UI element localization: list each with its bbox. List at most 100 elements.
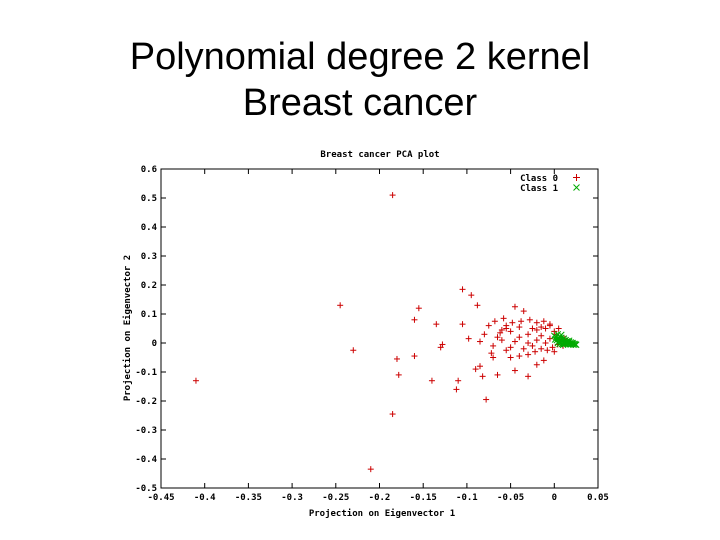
class-0-point [490, 342, 497, 349]
class-0-point [509, 319, 516, 326]
x-tick-label: -0.3 [281, 493, 303, 503]
legend: Class 0 Class 1 [520, 174, 580, 194]
class-0-point [516, 324, 523, 331]
class-0-point [428, 377, 435, 384]
x-tick-label: 0.05 [587, 493, 609, 503]
class-0-point [546, 321, 553, 328]
class-0-point [533, 326, 540, 333]
class-0-point [507, 328, 514, 335]
class-0-point [511, 303, 518, 310]
y-tick-label: -0.4 [135, 455, 157, 465]
class-0-point [538, 332, 545, 339]
class-0-point [503, 325, 510, 332]
class-1-point [557, 331, 565, 339]
class-1-point [554, 339, 562, 347]
class-0-point [389, 411, 396, 418]
slide-title: Polynomial degree 2 kernel Breast cancer [0, 34, 720, 126]
y-tick-label: 0.2 [141, 281, 157, 291]
legend-label-class-0: Class 0 [520, 174, 558, 184]
y-tick-label: -0.5 [135, 484, 157, 494]
class-0-point [529, 325, 536, 332]
legend-label-class-1: Class 1 [520, 184, 558, 194]
class-0-point [520, 308, 527, 315]
class-0-point [479, 373, 486, 380]
x-tick-label: -0.1 [456, 493, 478, 503]
y-axis-label: Projection on Eigenvector 2 [122, 255, 133, 401]
class-0-point [389, 192, 396, 199]
class-0-point [540, 318, 547, 325]
class-0-point [549, 344, 556, 351]
x-tick-label: -0.45 [147, 493, 174, 503]
x-tick-label: -0.35 [235, 493, 262, 503]
class-0-point [494, 334, 501, 341]
class-0-point [533, 319, 540, 326]
class-0-point [507, 354, 514, 361]
class-0-point [477, 338, 484, 345]
class-0-point [520, 345, 527, 352]
class-1-point [559, 341, 567, 349]
class-0-point [538, 345, 545, 352]
class-0-point [485, 322, 492, 329]
y-tick-label: -0.3 [135, 426, 157, 436]
class-0-point [544, 347, 551, 354]
class-0-point [490, 354, 497, 361]
class-1-point [561, 340, 569, 348]
class-0-point [393, 355, 400, 362]
class-0-point [525, 331, 532, 338]
class-0-point [540, 357, 547, 364]
class-0-point [555, 325, 562, 332]
class-0-point [192, 377, 199, 384]
class-0-point [439, 341, 446, 348]
class-0-point [525, 351, 532, 358]
class-0-point [350, 347, 357, 354]
class-0-point [472, 366, 479, 373]
y-tick-label: 0.5 [141, 194, 157, 204]
y-tick-label: 0.3 [141, 252, 157, 262]
x-tick-label: -0.25 [322, 493, 349, 503]
class-0-point [474, 302, 481, 309]
class-1-point [569, 339, 577, 347]
class-0-point [511, 338, 518, 345]
class-0-point [542, 340, 549, 346]
class-0-point [465, 335, 472, 342]
class-0-point [503, 347, 510, 354]
y-tick-label: 0 [152, 339, 157, 349]
slide-title-line-1: Polynomial degree 2 kernel [129, 36, 591, 78]
class-0-point [433, 321, 440, 328]
class-0-point [516, 353, 523, 360]
class-0-point [411, 316, 418, 323]
y-tick-label: -0.1 [135, 368, 157, 378]
class-1-point [567, 339, 575, 346]
class-0-point [459, 286, 466, 293]
class-0-point [538, 324, 545, 331]
class-0-point [532, 348, 539, 355]
class-0-point [511, 367, 518, 374]
class-0-point [516, 334, 523, 341]
class-0-point [525, 373, 532, 380]
legend-marker-class-1 [573, 184, 580, 191]
class-0-point [459, 321, 466, 328]
class-0-point [411, 353, 418, 360]
class-0-point [453, 386, 460, 393]
series-class-0 [192, 192, 570, 473]
class-0-point [415, 305, 422, 312]
class-0-point [477, 363, 484, 370]
class-1-point [572, 341, 580, 349]
class-0-point [542, 325, 549, 332]
series-class-1 [550, 330, 580, 349]
x-tick-label: -0.15 [410, 493, 437, 503]
y-tick-label: -0.2 [135, 397, 157, 407]
data-points [192, 192, 580, 473]
class-0-point [488, 350, 495, 357]
class-0-point [455, 377, 462, 384]
slide-title-line-2: Breast cancer [242, 82, 478, 124]
legend-marker-class-0 [573, 174, 580, 181]
class-0-point [533, 361, 540, 368]
y-tick-label: 0.6 [141, 165, 157, 175]
class-0-point [491, 318, 498, 325]
class-0-point [497, 329, 504, 336]
x-tick-label: -0.2 [369, 493, 391, 503]
class-0-point [551, 348, 558, 355]
x-axis-label: Projection on Eigenvector 1 [309, 508, 455, 519]
